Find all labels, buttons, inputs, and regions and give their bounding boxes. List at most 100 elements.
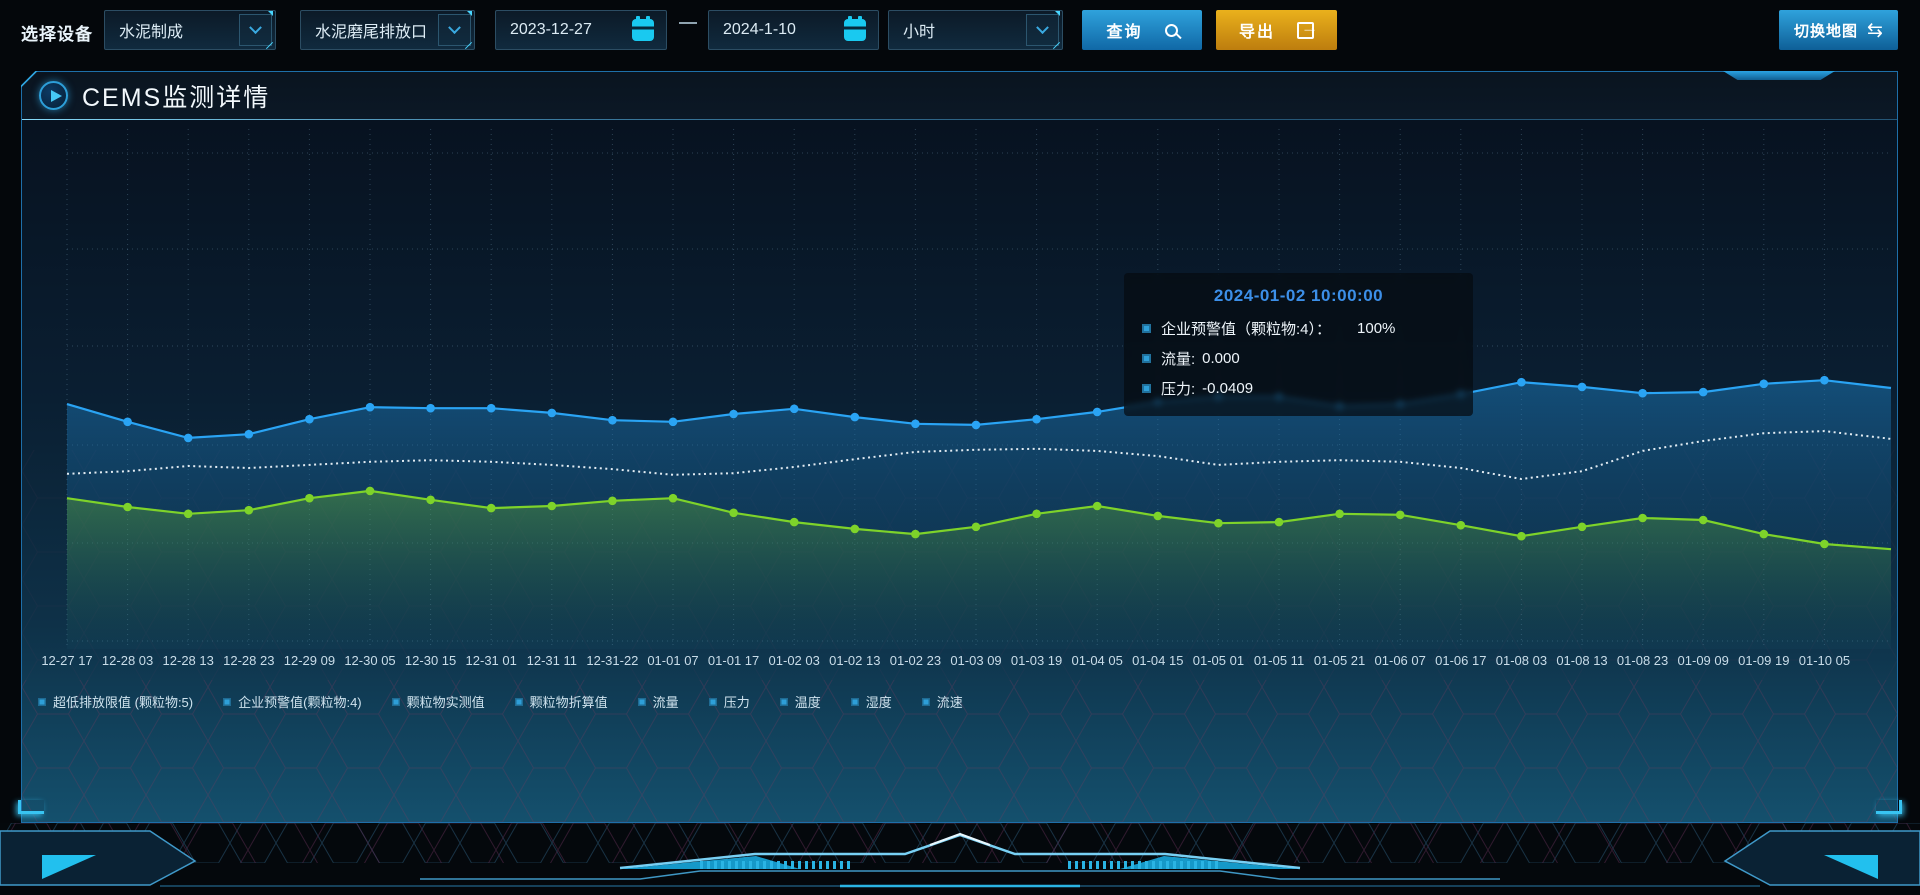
header-corner-chamfer — [21, 71, 38, 88]
x-axis-label: 01-03 19 — [1011, 653, 1062, 668]
legend-item[interactable]: 企业预警值(颗粒物:4) — [223, 692, 362, 711]
switch-map-button[interactable]: 切换地图 ⇆ — [1779, 10, 1898, 50]
outlet-select-value: 水泥磨尾排放口 — [315, 24, 428, 41]
x-axis-label: 01-08 03 — [1496, 653, 1547, 668]
chart-tooltip: 2024-01-02 10:00:00 企业预警值（颗粒物:4）： 100% 流量:… — [1124, 273, 1473, 416]
query-button[interactable]: 查询 — [1082, 10, 1202, 50]
date-end-input[interactable]: 2024-1-10 — [708, 10, 879, 50]
date-start-input[interactable]: 2023-12-27 — [495, 10, 667, 50]
date-start-value: 2023-12-27 — [510, 21, 592, 38]
swap-arrows-icon: ⇆ — [1867, 19, 1883, 41]
calendar-icon[interactable] — [632, 16, 654, 41]
x-axis-label: 01-02 23 — [890, 653, 941, 668]
x-axis-label: 01-05 01 — [1193, 653, 1244, 668]
page-title: CEMS监测详情 — [82, 83, 271, 112]
chart-legend: 超低排放限值 (颗粒物:5) 企业预警值(颗粒物:4) 颗粒物实测值 颗粒物折算值 流量… — [38, 692, 963, 711]
legend-label: 湿度 — [865, 695, 892, 710]
x-axis-label: 01-08 13 — [1556, 653, 1607, 668]
series-marker-icon — [1142, 324, 1151, 333]
tooltip-row: 流量: 0.000 — [1142, 348, 1455, 369]
x-axis-label: 12-30 15 — [405, 653, 456, 668]
outlet-select[interactable]: 水泥磨尾排放口 — [300, 10, 475, 50]
x-axis-label: 01-02 03 — [769, 653, 820, 668]
interval-select-chevron-box[interactable] — [1026, 11, 1060, 46]
x-axis-label: 12-31 11 — [527, 653, 577, 668]
device-select[interactable]: 水泥制成 — [104, 10, 276, 50]
tooltip-row: 压力: -0.0409 — [1142, 378, 1455, 399]
tooltip-value: 0.000 — [1202, 350, 1240, 367]
cems-panel: CEMS监测详情 12-27 17 12-28 03 12-28 13 12-28 2… — [21, 71, 1898, 823]
x-axis-label: 01-05 21 — [1314, 653, 1365, 668]
legend-label: 压力 — [723, 695, 750, 710]
legend-marker-icon — [38, 697, 46, 706]
legend-label: 超低排放限值 (颗粒物:5) — [53, 695, 194, 710]
series-line-流量[interactable] — [66, 430, 1892, 481]
x-axis-label: 01-03 09 — [950, 653, 1001, 668]
x-axis-label: 01-06 07 — [1375, 653, 1426, 668]
series-area-压力 — [67, 490, 1891, 649]
x-axis-label: 01-01 07 — [647, 653, 698, 668]
x-axis-label: 12-31-22 — [586, 653, 638, 668]
legend-label: 流量 — [652, 695, 679, 710]
switch-map-label: 切换地图 — [1794, 22, 1859, 40]
legend-item[interactable]: 压力 — [708, 692, 750, 711]
x-axis-label: 12-29 09 — [284, 653, 335, 668]
chevron-down-icon — [249, 20, 262, 34]
legend-marker-icon — [391, 697, 400, 706]
tooltip-label: 企业预警值（颗粒物:4）： — [1161, 321, 1332, 338]
x-axis-label: 12-27 17 — [41, 653, 92, 668]
interval-select[interactable]: 小时 — [888, 10, 1063, 50]
panel-header: CEMS监测详情 — [21, 71, 1897, 120]
x-axis-labels: 12-27 17 12-28 03 12-28 13 12-28 23 12-29 09… — [41, 653, 1850, 668]
x-axis-label: 12-28 23 — [223, 653, 274, 668]
series-points-压力[interactable] — [123, 486, 1829, 549]
legend-item[interactable]: 颗粒物实测值 — [391, 692, 485, 711]
legend-label: 企业预警值(颗粒物:4) — [238, 695, 362, 710]
footer-tech-border — [0, 823, 1920, 890]
chevron-down-icon — [448, 20, 461, 34]
export-icon — [1297, 18, 1320, 39]
chart-area: 12-27 17 12-28 03 12-28 13 12-28 23 12-29 09… — [22, 120, 1897, 822]
x-axis-label: 12-30 05 — [344, 653, 395, 668]
legend-item[interactable]: 流速 — [921, 692, 963, 711]
search-icon — [1164, 23, 1178, 37]
panel-corner-accent-right — [1876, 800, 1902, 814]
chevron-down-icon — [1036, 20, 1049, 34]
legend-item[interactable]: 温度 — [779, 692, 821, 711]
outlet-select-chevron-box[interactable] — [438, 11, 472, 46]
tooltip-timestamp: 2024-01-02 10:00:00 — [1213, 286, 1384, 305]
cems-line-chart[interactable]: 12-27 17 12-28 03 12-28 13 12-28 23 12-29 09… — [22, 120, 1897, 822]
tooltip-label: 流量: — [1161, 351, 1196, 368]
legend-marker-icon — [514, 697, 523, 706]
legend-label: 流速 — [936, 695, 963, 710]
legend-marker-icon — [708, 697, 717, 706]
legend-label: 温度 — [794, 695, 821, 710]
legend-marker-icon — [779, 697, 788, 706]
header-notch-decoration — [1723, 71, 1835, 80]
x-axis-label: 01-01 17 — [708, 653, 759, 668]
legend-item[interactable]: 流量 — [637, 692, 679, 711]
x-axis-label: 01-09 19 — [1738, 653, 1789, 668]
export-button-label: 导出 — [1238, 24, 1275, 41]
legend-item[interactable]: 超低排放限值 (颗粒物:5) — [38, 692, 193, 711]
date-end-value: 2024-1-10 — [723, 21, 796, 38]
tooltip-row: 企业预警值（颗粒物:4）： 100% — [1142, 318, 1455, 339]
date-range-separator — [679, 22, 697, 24]
legend-marker-icon — [921, 697, 930, 706]
device-select-chevron-box[interactable] — [239, 11, 273, 46]
x-axis-label: 12-28 13 — [163, 653, 214, 668]
x-axis-label: 01-08 23 — [1617, 653, 1668, 668]
device-select-value: 水泥制成 — [119, 24, 184, 41]
x-axis-label: 01-10 05 — [1799, 653, 1850, 668]
x-axis-label: 12-28 03 — [102, 653, 153, 668]
legend-item[interactable]: 颗粒物折算值 — [514, 692, 608, 711]
footer-decoration — [0, 823, 1920, 890]
legend-label: 颗粒物实测值 — [406, 695, 485, 710]
legend-marker-icon — [850, 697, 859, 706]
x-axis-label: 01-04 05 — [1072, 653, 1123, 668]
export-button[interactable]: 导出 — [1216, 10, 1337, 50]
calendar-icon[interactable] — [844, 16, 866, 41]
toolbar: 选择设备 水泥制成 水泥磨尾排放口 2023-12-27 2024-1-10 小… — [0, 0, 1920, 62]
x-axis-label: 01-05 11 — [1254, 653, 1304, 668]
legend-item[interactable]: 湿度 — [850, 692, 892, 711]
